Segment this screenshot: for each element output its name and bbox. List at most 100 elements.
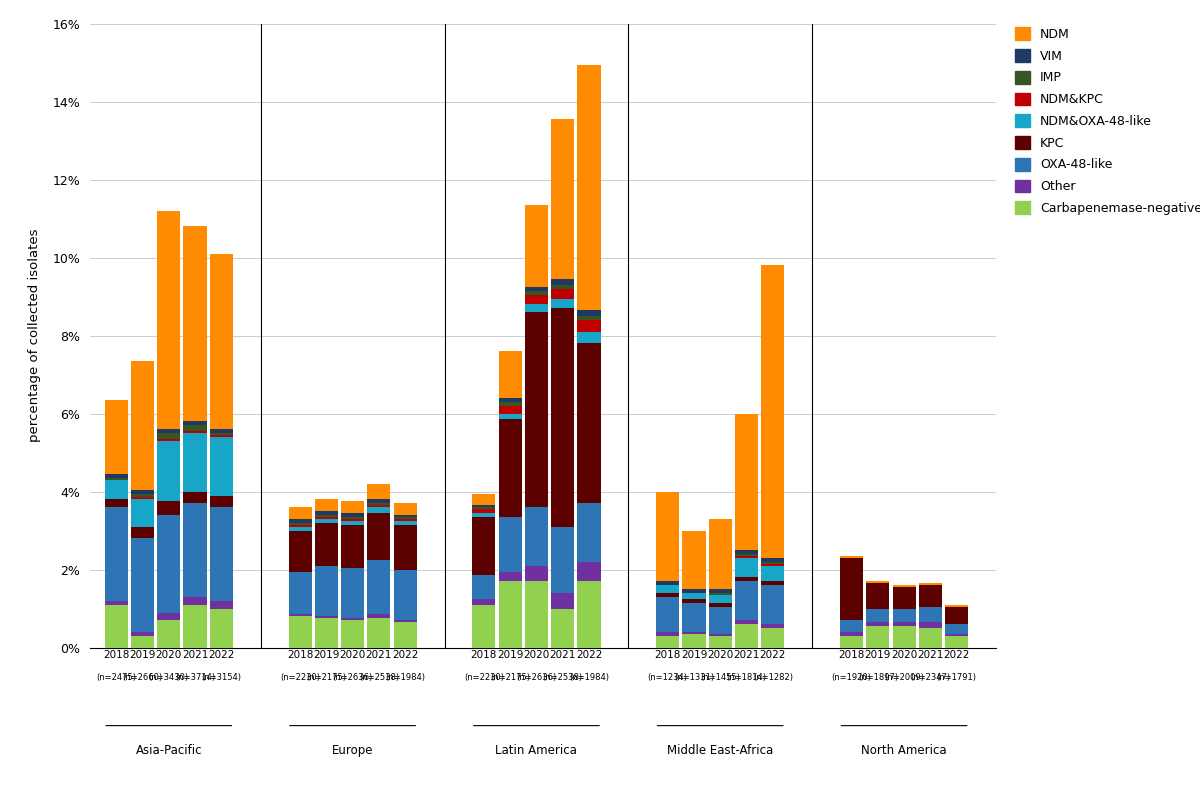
Bar xyxy=(761,562,785,564)
Bar xyxy=(157,515,180,612)
Bar xyxy=(288,507,312,519)
Bar xyxy=(367,615,390,619)
Text: (n=3714): (n=3714) xyxy=(175,673,215,681)
Bar xyxy=(473,575,496,599)
Bar xyxy=(157,441,180,502)
Bar xyxy=(734,578,758,582)
Text: (n=2009): (n=2009) xyxy=(884,673,924,681)
Bar xyxy=(499,571,522,582)
Bar xyxy=(104,499,128,507)
Bar xyxy=(210,601,233,608)
Bar xyxy=(734,414,758,550)
Bar xyxy=(577,562,600,582)
Bar xyxy=(210,254,233,429)
Bar xyxy=(394,519,416,521)
Bar xyxy=(709,634,732,636)
Bar xyxy=(866,608,889,623)
Bar xyxy=(840,620,863,632)
Bar xyxy=(184,226,206,422)
Bar xyxy=(341,519,364,521)
Bar xyxy=(683,589,706,593)
Text: (n=2175): (n=2175) xyxy=(306,673,347,681)
Bar xyxy=(184,425,206,431)
Bar xyxy=(893,623,916,626)
Bar xyxy=(394,503,416,515)
Bar xyxy=(341,517,364,519)
Bar xyxy=(157,439,180,441)
Bar xyxy=(919,583,942,586)
Bar xyxy=(893,608,916,623)
Bar xyxy=(157,211,180,429)
Bar xyxy=(104,474,128,478)
Text: (n=1234): (n=1234) xyxy=(648,673,688,681)
Bar xyxy=(761,265,785,558)
Bar xyxy=(761,564,785,566)
Bar xyxy=(683,603,706,632)
Bar xyxy=(210,429,233,433)
Bar xyxy=(473,599,496,604)
Bar xyxy=(210,437,233,495)
Bar xyxy=(524,205,548,287)
Bar xyxy=(288,523,312,524)
Bar xyxy=(524,290,548,294)
Bar xyxy=(499,406,522,414)
Bar xyxy=(314,566,338,616)
Bar xyxy=(683,634,706,648)
Bar xyxy=(709,519,732,589)
Text: (n=3154): (n=3154) xyxy=(202,673,241,681)
Bar xyxy=(499,414,522,419)
Bar xyxy=(184,604,206,648)
Bar xyxy=(314,519,338,523)
Bar xyxy=(314,616,338,619)
Bar xyxy=(394,517,416,519)
Bar xyxy=(157,620,180,648)
Bar xyxy=(946,634,968,636)
Bar xyxy=(341,502,364,513)
Bar xyxy=(656,597,679,632)
Bar xyxy=(499,517,522,571)
Bar xyxy=(761,582,785,586)
Bar xyxy=(551,289,575,298)
Bar xyxy=(524,287,548,290)
Bar xyxy=(157,433,180,439)
Bar xyxy=(367,560,390,615)
Bar xyxy=(104,507,128,601)
Bar xyxy=(840,558,863,620)
Text: Asia-Pacific: Asia-Pacific xyxy=(136,744,202,758)
Bar xyxy=(394,623,416,648)
Bar xyxy=(524,582,548,648)
Bar xyxy=(184,433,206,491)
Text: (n=2660): (n=2660) xyxy=(122,673,162,681)
Bar xyxy=(314,511,338,515)
Bar xyxy=(499,582,522,648)
Bar xyxy=(131,527,154,539)
Bar xyxy=(866,582,889,583)
Bar xyxy=(288,519,312,523)
Bar xyxy=(341,521,364,524)
Bar xyxy=(734,558,758,578)
Bar xyxy=(184,491,206,503)
Bar xyxy=(104,400,128,474)
Bar xyxy=(551,119,575,279)
Bar xyxy=(184,422,206,425)
Bar xyxy=(210,507,233,601)
Bar xyxy=(473,506,496,507)
Bar xyxy=(131,539,154,632)
Bar xyxy=(577,316,600,320)
Bar xyxy=(946,604,968,607)
Bar xyxy=(656,593,679,597)
Bar xyxy=(551,593,575,608)
Bar xyxy=(184,597,206,604)
Text: (n=2538): (n=2538) xyxy=(359,673,398,681)
Bar xyxy=(577,332,600,343)
Bar xyxy=(473,509,496,513)
Bar xyxy=(683,599,706,603)
Bar xyxy=(761,558,785,562)
Bar xyxy=(367,513,390,560)
Bar xyxy=(341,568,364,619)
Bar xyxy=(734,582,758,620)
Bar xyxy=(210,433,233,435)
Text: (n=2636): (n=2636) xyxy=(332,673,373,681)
Text: Europe: Europe xyxy=(332,744,373,758)
Bar xyxy=(157,612,180,620)
